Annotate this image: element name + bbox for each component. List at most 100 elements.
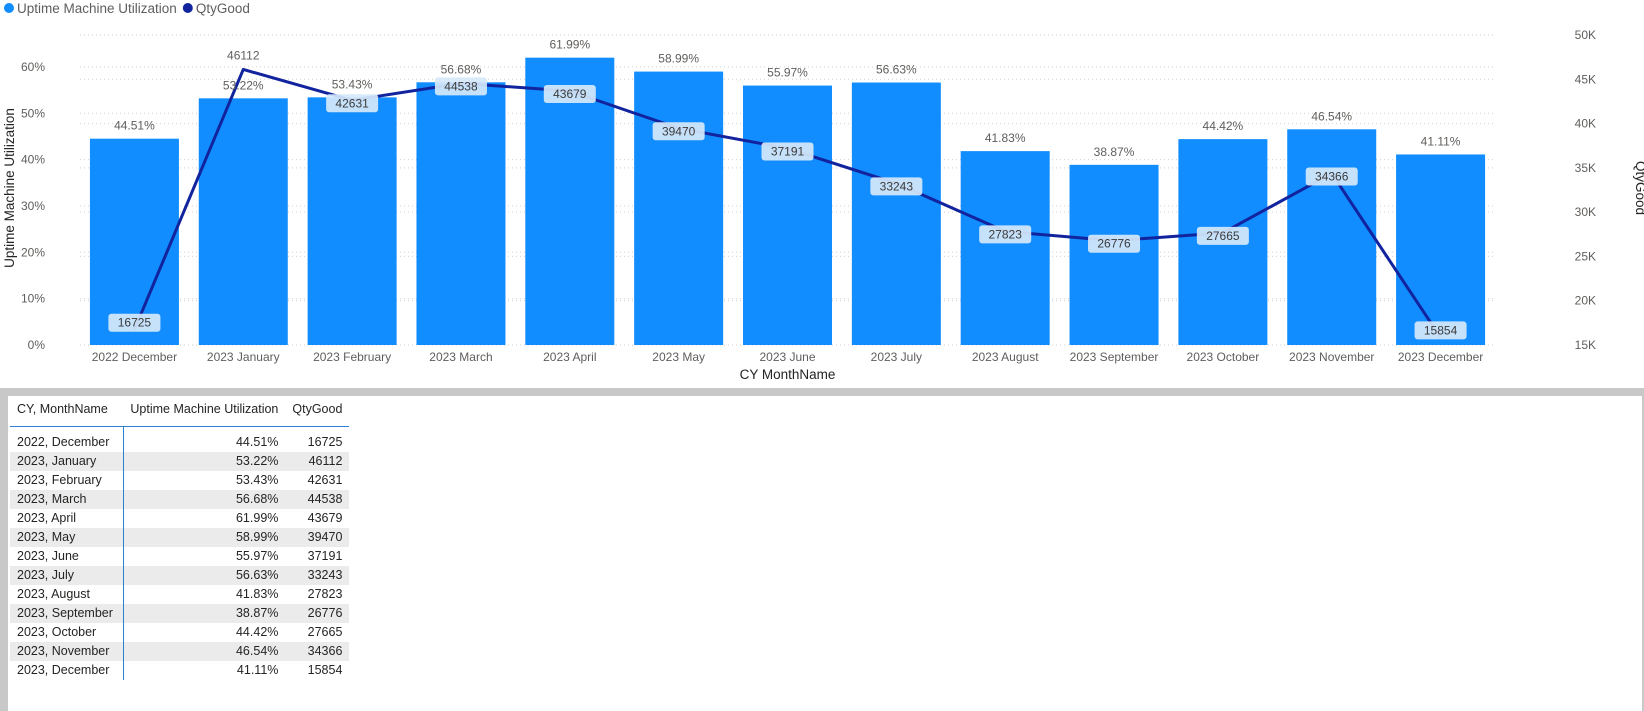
table-cell-month: 2023, November: [10, 642, 124, 661]
line-data-label: 33243: [880, 179, 914, 193]
x-tick-label: 2023 February: [313, 350, 391, 364]
y2-tick-label: 50K: [1575, 28, 1596, 42]
table-cell-month: 2023, February: [10, 471, 124, 490]
bar[interactable]: [1287, 129, 1377, 345]
table-cell-month: 2023, August: [10, 585, 124, 604]
legend-label[interactable]: Uptime Machine Utilization: [17, 1, 177, 16]
table-cell-qtygood: 34366: [285, 642, 350, 661]
y2-tick-label: 25K: [1575, 249, 1596, 263]
line-data-label: 37191: [771, 144, 805, 158]
line-data-label-box: [1196, 226, 1249, 245]
combo-chart[interactable]: Uptime Machine Utilization QtyGood 0% 10% 20…: [0, 0, 1644, 388]
table-cell-qtygood: 16725: [307, 435, 343, 449]
y-axis-title: Uptime Machine Utilization: [2, 108, 17, 268]
bar[interactable]: [198, 98, 288, 345]
table-cell-month: 2023, September: [10, 604, 124, 623]
table-cell-utilization: 44.51%: [235, 435, 279, 449]
table-row[interactable]: 2023, November 46.54% 34366: [10, 642, 350, 661]
line-data-label: 44538: [444, 79, 478, 93]
x-axis-title: CY MonthName: [740, 367, 836, 382]
table-cell-qtygood: 27665: [307, 625, 343, 639]
x-tick-label: 2023 January: [207, 350, 280, 364]
bar[interactable]: [89, 138, 179, 345]
table-cell-month: 2023, January: [10, 452, 124, 471]
y-tick-label: 60%: [21, 60, 45, 74]
table-row[interactable]: 2023, August 41.83% 27823: [10, 585, 349, 604]
line-data-label: 16725: [118, 316, 152, 330]
column-header-month[interactable]: CY, MonthName: [10, 397, 124, 427]
bar[interactable]: [634, 71, 724, 345]
y-tick-label: 30%: [21, 199, 45, 213]
bar-data-label: 61.99%: [549, 38, 590, 52]
table-cell-qtygood: 39470: [285, 528, 350, 547]
line-data-label-box: [326, 94, 379, 113]
table-row[interactable]: 2023, January 53.22% 46112: [10, 452, 350, 471]
y2-tick-label: 35K: [1575, 161, 1596, 175]
line-data-label: 46112: [227, 48, 260, 62]
table-cell-month: 2023, April: [10, 509, 124, 528]
bar[interactable]: [525, 57, 615, 345]
table-cell-utilization: 44.42%: [235, 625, 279, 639]
table-row[interactable]: 2023, July 56.63% 33243: [10, 566, 350, 585]
bar-data-label: 41.11%: [1421, 134, 1461, 148]
line-data-label: 27665: [1206, 229, 1240, 243]
separator-bar: [0, 388, 1644, 396]
y-tick-label: 50%: [21, 106, 45, 120]
line-data-label: 42631: [335, 96, 369, 110]
y-tick-label: 10%: [21, 292, 45, 306]
table-row[interactable]: 2023, October 44.42% 27665: [10, 623, 349, 642]
line-data-label: 34366: [1315, 169, 1349, 183]
line-data-label-box: [1305, 167, 1358, 186]
x-tick-label: 2023 March: [429, 350, 492, 364]
table-cell-month: 2023, June: [10, 547, 124, 566]
bar[interactable]: [743, 85, 832, 346]
table-cell-month: 2023, May: [10, 528, 124, 547]
x-tick-label: 2023 November: [1289, 350, 1374, 364]
legend-marker[interactable]: [182, 3, 193, 13]
table-row[interactable]: 2023, May 58.99% 39470: [10, 528, 350, 547]
table-cell-qtygood: 15854: [307, 663, 343, 677]
table-row[interactable]: 2023, March 56.68% 44538: [10, 490, 350, 509]
table-cell-qtygood: 44538: [285, 490, 350, 509]
bar[interactable]: [1069, 164, 1159, 345]
line-data-label: 39470: [662, 124, 696, 138]
table-panel: CY, MonthName Uptime Machine Utilization…: [0, 396, 1644, 711]
bar[interactable]: [416, 82, 506, 345]
table-cell-utilization: 46.54%: [123, 642, 286, 661]
bar-data-label: 55.97%: [767, 66, 808, 80]
line-data-label: 43679: [553, 87, 587, 101]
bar[interactable]: [960, 151, 1050, 345]
line-data-label-box: [108, 313, 161, 332]
column-header-qtygood[interactable]: QtyGood: [285, 397, 350, 427]
table-cell-qtygood: 42631: [307, 473, 343, 487]
column-header-utilization[interactable]: Uptime Machine Utilization: [123, 397, 286, 427]
table-cell-utilization: 58.99%: [123, 528, 286, 547]
table-cell-utilization: 56.63%: [123, 566, 286, 585]
x-tick-label: 2022 December: [92, 350, 177, 364]
line-data-label-box: [1414, 321, 1467, 340]
x-tick-label: 2023 April: [543, 350, 596, 364]
bar[interactable]: [307, 97, 397, 345]
table-row[interactable]: 2023, September 38.87% 26776: [10, 604, 350, 623]
bar-data-label: 41.83%: [985, 131, 1026, 145]
table-row[interactable]: 2023, June 55.97% 37191: [10, 547, 349, 566]
y2-tick-label: 40K: [1575, 117, 1596, 131]
bar[interactable]: [851, 82, 941, 345]
table-row[interactable]: 2023, February 53.43% 42631: [10, 471, 349, 490]
y2-tick-label: 45K: [1575, 72, 1596, 86]
table-row[interactable]: 2022, December 44.51% 16725: [10, 426, 349, 452]
bar[interactable]: [1396, 154, 1486, 345]
bar-data-label: 53.22%: [223, 78, 264, 92]
table-cell-utilization: 53.22%: [123, 452, 286, 471]
table-row[interactable]: 2023, December 41.11% 15854: [10, 661, 349, 680]
line-data-label-box: [870, 177, 923, 196]
y-tick-label: 40%: [21, 153, 45, 167]
table-row[interactable]: 2023, April 61.99% 43679: [10, 509, 349, 528]
table-cell-month: 2023, March: [10, 490, 124, 509]
legend-marker[interactable]: [4, 3, 14, 13]
x-tick-label: 2023 May: [652, 350, 705, 364]
x-tick-label: 2023 October: [1187, 350, 1260, 364]
table-cell-utilization: 41.11%: [236, 663, 279, 677]
table-cell-qtygood: 33243: [285, 566, 350, 585]
legend-label[interactable]: QtyGood: [196, 1, 250, 16]
